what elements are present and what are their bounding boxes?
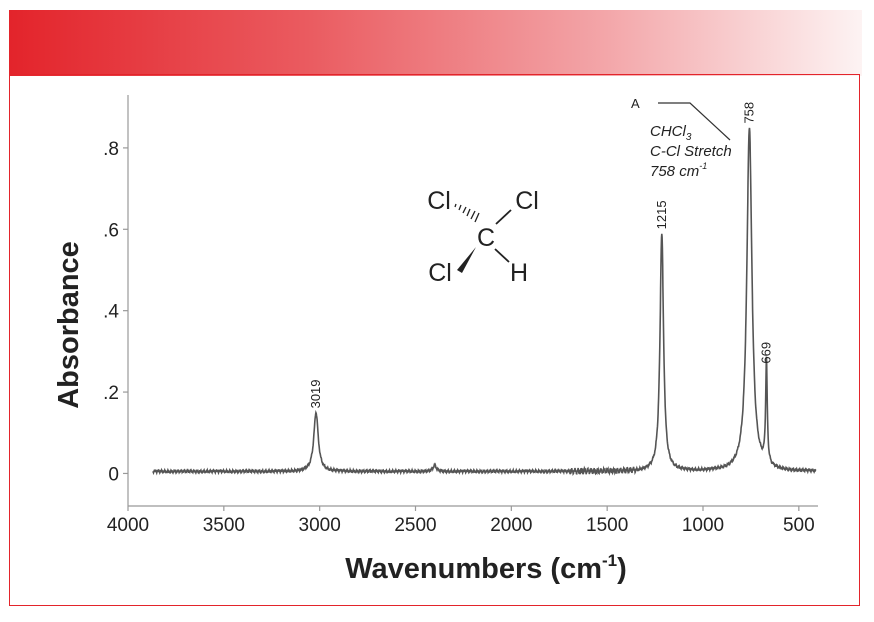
x-axis-title: Wavenumbers (cm-1) <box>345 551 627 585</box>
peak-labels: 3019 1215 758 669 <box>308 102 773 409</box>
hashed-wedge-bond <box>454 203 480 223</box>
x-axis-title-close: ) <box>617 553 627 585</box>
chloroform-structure: C Cl Cl Cl H <box>427 187 539 287</box>
x-axis-title-main: Wavenumbers (cm <box>345 553 602 585</box>
y-tick-label: .2 <box>103 383 119 404</box>
annotation-line-3-sup: -1 <box>699 161 707 171</box>
atom-carbon: C <box>477 224 495 252</box>
atom-h: H <box>510 259 528 287</box>
annotation-line-1-main: CHCl <box>650 123 686 140</box>
bond-top-right <box>495 209 512 225</box>
x-tick-label: 1000 <box>682 515 724 536</box>
annotation-line-3: 758 cm-1 <box>650 161 707 180</box>
x-tick-label: 500 <box>783 515 815 536</box>
annotation-line-1-sub: 3 <box>686 132 692 143</box>
header-banner <box>9 10 862 76</box>
x-tick-label: 2000 <box>490 515 532 536</box>
annotation-leader-line <box>658 102 731 141</box>
peak-label: 1215 <box>654 200 669 229</box>
x-tick-label: 3500 <box>203 515 245 536</box>
solid-wedge-bond <box>457 247 476 273</box>
chart-frame <box>9 74 860 606</box>
x-tick-label: 1500 <box>586 515 628 536</box>
atom-cl-top-left: Cl <box>427 187 451 215</box>
peak-label: 669 <box>758 342 773 364</box>
peak-label: 758 <box>741 102 756 124</box>
bond-bottom-right <box>494 248 510 263</box>
x-tick-label: 2500 <box>394 515 436 536</box>
y-axis-title: Absorbance <box>53 241 85 409</box>
annotation-line-1: CHCl3 <box>650 123 692 143</box>
y-tick-label: 0 <box>108 464 119 485</box>
y-tick-label: .4 <box>103 302 119 323</box>
atom-cl-bottom-left: Cl <box>428 259 452 287</box>
annotation-line-3-main: 758 cm <box>650 163 699 180</box>
spectrum-line <box>152 127 817 477</box>
y-tick-label: .6 <box>103 220 119 241</box>
annotation-marker: A <box>631 96 640 111</box>
peak-label: 3019 <box>308 379 323 408</box>
annotation-line-2: C-Cl Stretch <box>650 143 732 160</box>
x-axis-title-sup: -1 <box>602 551 617 570</box>
x-ticks: 4000 3500 3000 2500 2000 1500 1000 500 <box>107 506 815 536</box>
x-tick-label: 4000 <box>107 515 149 536</box>
y-ticks: 0 .2 .4 .6 .8 <box>103 139 128 485</box>
atom-cl-top-right: Cl <box>515 187 539 215</box>
x-tick-label: 3000 <box>299 515 341 536</box>
y-tick-label: .8 <box>103 139 119 160</box>
